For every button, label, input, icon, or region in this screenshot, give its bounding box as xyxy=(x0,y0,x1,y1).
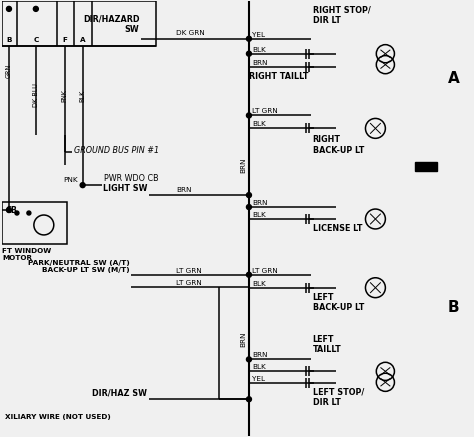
Text: YEL: YEL xyxy=(252,376,265,382)
Text: LEFT
TAILLT: LEFT TAILLT xyxy=(313,334,341,354)
Text: PARK/NEUTRAL SW (A/T)
BACK-UP LT SW (M/T): PARK/NEUTRAL SW (A/T) BACK-UP LT SW (M/T… xyxy=(27,260,129,273)
Text: BLK: BLK xyxy=(252,47,266,53)
Text: B: B xyxy=(6,37,12,43)
Text: PWR WDO CB: PWR WDO CB xyxy=(104,174,158,183)
Text: YEL: YEL xyxy=(252,32,265,38)
Circle shape xyxy=(246,36,251,41)
Text: DIR/HAZARD
SW: DIR/HAZARD SW xyxy=(83,14,139,34)
Text: BLK: BLK xyxy=(252,364,266,370)
Circle shape xyxy=(80,183,85,187)
Text: CB: CB xyxy=(6,206,18,215)
Text: LIGHT SW: LIGHT SW xyxy=(103,184,147,193)
Text: BRN: BRN xyxy=(176,187,192,193)
Circle shape xyxy=(246,357,251,362)
Text: RIGHT
BACK-UP LT: RIGHT BACK-UP LT xyxy=(313,135,364,155)
Text: LT GRN: LT GRN xyxy=(252,268,278,274)
Text: BRN: BRN xyxy=(240,157,246,173)
Text: A: A xyxy=(80,37,85,43)
Text: DK GRN: DK GRN xyxy=(176,30,205,36)
Circle shape xyxy=(7,208,11,212)
Text: F: F xyxy=(62,37,67,43)
Text: XILIARY WIRE (NOT USED): XILIARY WIRE (NOT USED) xyxy=(5,414,111,420)
Text: RIGHT TAILLT: RIGHT TAILLT xyxy=(249,72,309,80)
Circle shape xyxy=(246,397,251,402)
Circle shape xyxy=(246,272,251,277)
Text: DK BLU: DK BLU xyxy=(33,83,39,108)
Text: LT GRN: LT GRN xyxy=(176,268,202,274)
Text: DIR/HAZ SW: DIR/HAZ SW xyxy=(92,388,147,397)
Text: GRN: GRN xyxy=(6,63,12,78)
Circle shape xyxy=(246,113,251,118)
Text: LEFT
BACK-UP LT: LEFT BACK-UP LT xyxy=(313,293,364,312)
Bar xyxy=(2,202,67,244)
Text: GROUND BUS PIN #1: GROUND BUS PIN #1 xyxy=(73,146,159,155)
Text: FT WINDOW
MOTOR: FT WINDOW MOTOR xyxy=(2,248,51,261)
Circle shape xyxy=(15,211,19,215)
Circle shape xyxy=(246,205,251,209)
Text: BLK: BLK xyxy=(80,89,86,102)
Text: LT GRN: LT GRN xyxy=(252,108,278,114)
Text: BRN: BRN xyxy=(252,59,267,66)
Text: LT GRN: LT GRN xyxy=(176,280,202,286)
Text: BRN: BRN xyxy=(252,200,267,206)
Text: BLK: BLK xyxy=(252,121,266,128)
Text: B: B xyxy=(448,300,460,315)
Text: C: C xyxy=(33,37,38,43)
Text: PNK: PNK xyxy=(62,89,68,102)
Circle shape xyxy=(33,7,38,11)
Text: A: A xyxy=(448,71,460,86)
Text: RIGHT STOP/
DIR LT: RIGHT STOP/ DIR LT xyxy=(313,6,371,25)
Text: PNK: PNK xyxy=(63,177,78,183)
Circle shape xyxy=(246,51,251,56)
Text: BLK: BLK xyxy=(252,281,266,287)
Text: LICENSE LT: LICENSE LT xyxy=(313,224,362,233)
Text: BRN: BRN xyxy=(240,332,246,347)
Circle shape xyxy=(7,7,11,11)
Text: LEFT STOP/
DIR LT: LEFT STOP/ DIR LT xyxy=(313,387,364,407)
Text: BLK: BLK xyxy=(252,212,266,218)
Text: BRN: BRN xyxy=(252,352,267,358)
Bar xyxy=(415,162,437,171)
Circle shape xyxy=(246,193,251,198)
Bar xyxy=(2,1,156,46)
Circle shape xyxy=(27,211,31,215)
